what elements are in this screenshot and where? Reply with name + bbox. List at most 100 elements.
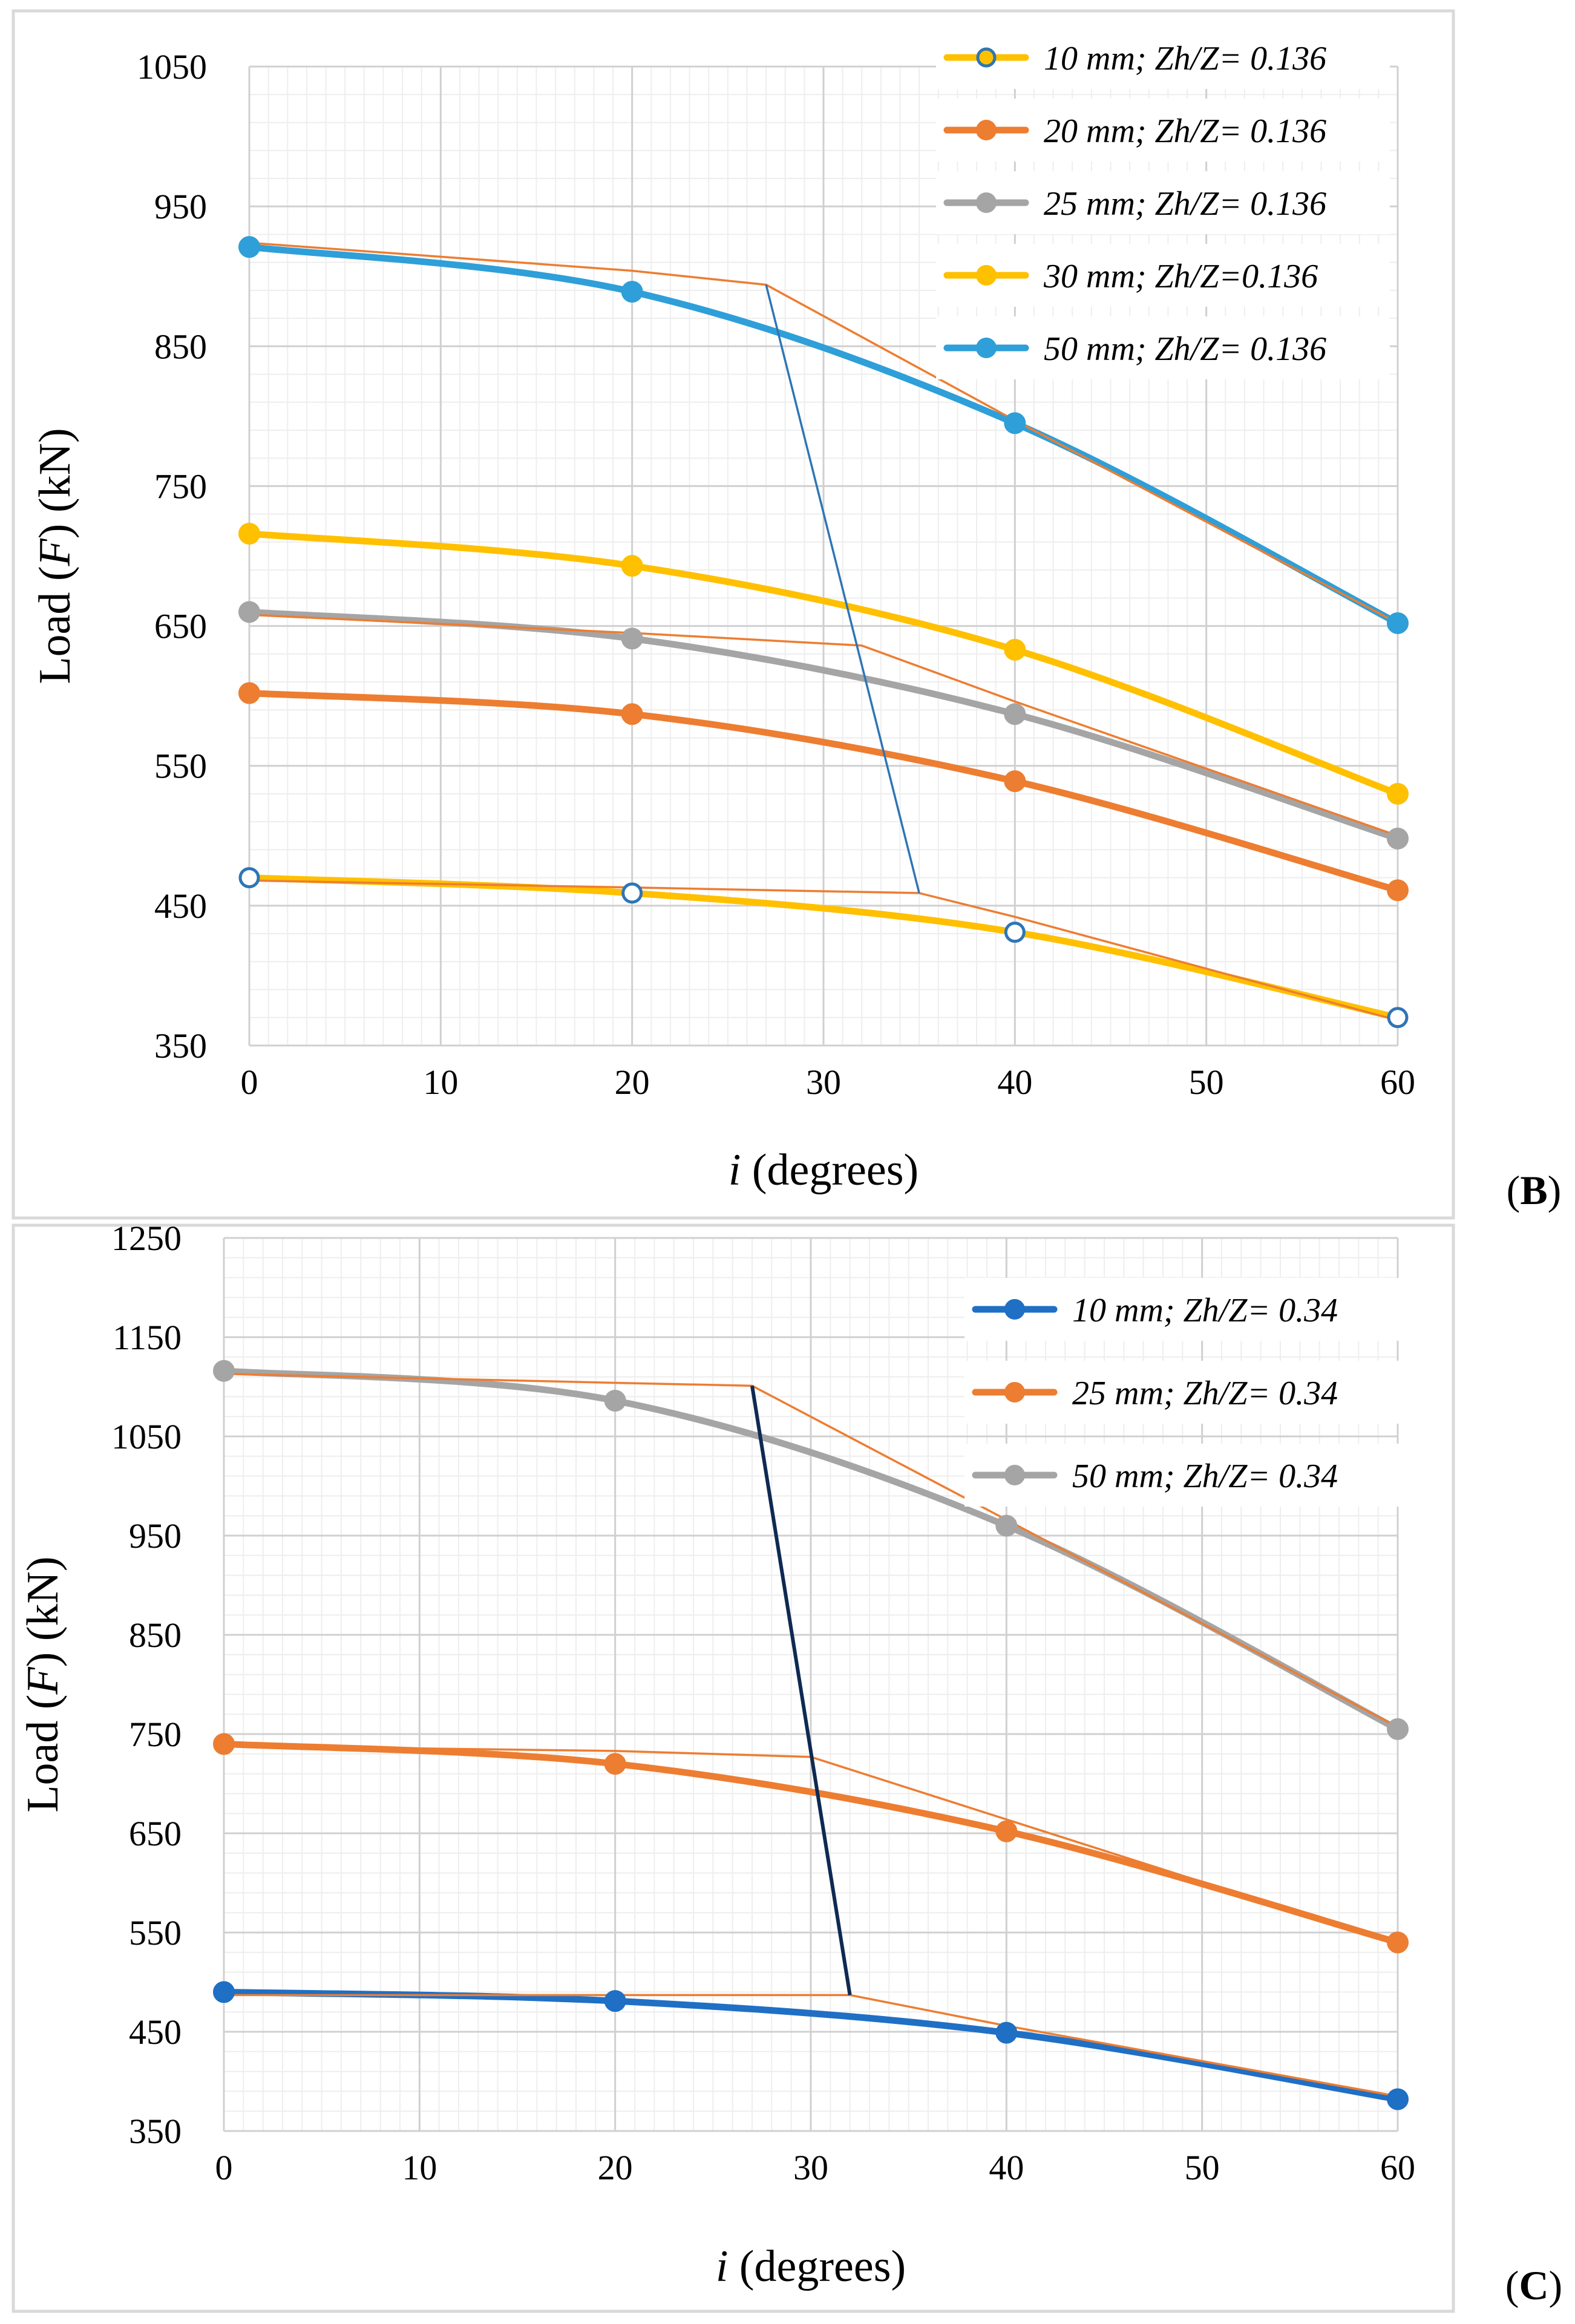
x-tick-label: 0	[215, 2148, 233, 2187]
annotation-line-4	[750, 1385, 852, 1995]
data-point-series-2	[1387, 1931, 1409, 1954]
x-tick-label: 20	[598, 2148, 633, 2187]
legend-label-4: 30 mm; Zh/Z=0.136	[1043, 258, 1318, 295]
data-point-series-4	[1387, 782, 1409, 805]
panel-b-chart: 0 10 20 30 40 50 60 350 450 550 650 750 850 950 1050 i …	[30, 26, 1415, 1195]
y-tick-label: 1050	[137, 47, 207, 87]
series-line-5	[246, 243, 1401, 627]
legend-marker-5	[976, 338, 997, 358]
data-point-series-1	[1387, 1007, 1409, 1029]
data-point-series-2	[213, 1733, 235, 1755]
y-tick-label: 950	[129, 1516, 182, 1556]
y-tick-label: 350	[129, 2112, 182, 2151]
data-point-series-1	[213, 1981, 235, 2003]
y-tick-label: 750	[154, 466, 207, 506]
data-point-series-3	[1387, 1718, 1409, 1740]
y-axis-title-symbol: F	[30, 538, 80, 566]
panel-label-c: (C)	[1505, 2262, 1562, 2308]
annotation-line-2	[249, 614, 1398, 837]
legend-label-1: 10 mm; Zh/Z= 0.136	[1044, 40, 1326, 77]
legend-marker-1	[1004, 1299, 1025, 1320]
data-point-series-5	[1004, 412, 1026, 434]
data-point-series-3	[238, 601, 260, 623]
data-point-series-4	[621, 555, 643, 577]
x-tick-label: 40	[989, 2148, 1024, 2187]
panel-c-chart: 0 10 20 30 40 50 60 350 450 550 650 750 850 950 1050 11…	[18, 1219, 1418, 2291]
data-point-series-5	[1387, 612, 1409, 634]
annotation-line-4	[765, 284, 920, 894]
legend-label-1: 10 mm; Zh/Z= 0.34	[1072, 1292, 1338, 1329]
data-point-series-4	[1004, 638, 1026, 661]
y-tick-label: 1250	[111, 1219, 182, 1258]
x-tick-label: 10	[423, 1062, 458, 1102]
data-point-series-1	[1004, 921, 1026, 943]
x-tick-label: 50	[1185, 2148, 1220, 2187]
x-tick-label: 60	[1380, 1062, 1415, 1102]
y-tick-label: 550	[129, 1913, 182, 1952]
x-axis-title: i (degrees)	[729, 1145, 918, 1195]
data-point-series-2	[604, 1753, 626, 1775]
y-tick-label: 650	[129, 1814, 182, 1853]
data-point-series-5	[621, 281, 643, 303]
data-point-series-3	[621, 627, 643, 650]
x-tick-label: 40	[997, 1062, 1032, 1102]
data-point-series-2	[621, 703, 643, 725]
y-axis-title: Load (F) (kN)	[30, 428, 80, 684]
y-tick-label: 850	[154, 327, 207, 366]
x-tick-label: 30	[806, 1062, 841, 1102]
y-axis-title-pre: Load (	[18, 1694, 68, 1812]
data-point-series-2	[238, 682, 260, 704]
legend-marker-1	[976, 47, 997, 68]
data-point-series-2	[995, 1820, 1018, 1842]
legend-label-3: 50 mm; Zh/Z= 0.34	[1072, 1458, 1338, 1495]
legend-label-2: 25 mm; Zh/Z= 0.34	[1072, 1375, 1338, 1412]
y-tick-label: 350	[154, 1026, 207, 1065]
y-axis-title-symbol: F	[18, 1666, 68, 1695]
legend-marker-4	[976, 265, 997, 286]
legend-label-2: 20 mm; Zh/Z= 0.136	[1044, 113, 1326, 150]
x-tick-label: 0	[241, 1062, 258, 1102]
y-tick-label: 750	[129, 1715, 182, 1754]
x-tick-label: 60	[1380, 2148, 1415, 2187]
x-axis-title-unit: (degrees)	[741, 1145, 918, 1195]
data-point-series-5	[238, 236, 260, 258]
legend-marker-2	[1004, 1382, 1025, 1403]
data-point-series-3	[995, 1514, 1018, 1537]
x-axis-title-symbol: i	[716, 2242, 729, 2291]
y-axis-title: Load (F) (kN)	[18, 1556, 68, 1812]
x-tick-label: 30	[793, 2148, 828, 2187]
y-tick-label: 950	[154, 187, 207, 226]
y-tick-label: 1150	[113, 1318, 182, 1357]
data-point-series-1	[995, 2021, 1018, 2044]
y-axis-title-post: ) (kN)	[30, 428, 80, 538]
legend-marker-2	[976, 120, 997, 140]
data-point-series-4	[238, 523, 260, 545]
data-point-series-1	[238, 867, 260, 889]
data-point-series-2	[1004, 770, 1026, 793]
series-line-4	[246, 530, 1401, 797]
legend-label-5: 50 mm; Zh/Z= 0.136	[1044, 330, 1326, 368]
series-line-2	[220, 1740, 1401, 1946]
legend-label-3: 25 mm; Zh/Z= 0.136	[1044, 185, 1326, 223]
y-tick-label: 550	[154, 747, 207, 786]
data-point-series-3	[604, 1389, 626, 1412]
data-point-series-2	[1387, 879, 1409, 902]
data-point-series-1	[1387, 2088, 1409, 2110]
legend-marker-3	[1004, 1465, 1025, 1485]
y-tick-label: 650	[154, 607, 207, 646]
data-point-series-1	[621, 882, 643, 904]
panel-label-b: (B)	[1507, 1167, 1562, 1213]
y-axis-title-pre: Load (	[30, 566, 80, 684]
x-tick-label: 20	[615, 1062, 650, 1102]
data-point-series-3	[213, 1360, 235, 1382]
y-axis-title-post: ) (kN)	[18, 1556, 68, 1667]
x-axis-title-symbol: i	[729, 1145, 741, 1195]
series-line-3	[246, 608, 1401, 842]
series-line-2	[246, 690, 1401, 894]
y-tick-label: 1050	[111, 1417, 182, 1456]
y-tick-label: 850	[129, 1615, 182, 1655]
data-point-series-1	[604, 1990, 626, 2012]
data-point-series-3	[1387, 827, 1409, 849]
legend-marker-3	[976, 192, 997, 213]
